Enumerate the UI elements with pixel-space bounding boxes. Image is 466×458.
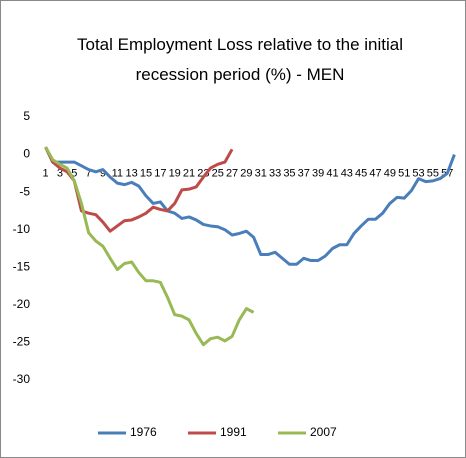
series-line	[44, 146, 456, 266]
x-tick-label: 35	[283, 167, 295, 179]
x-tick-label: 51	[398, 167, 410, 179]
x-tick-label: 39	[312, 167, 324, 179]
legend-label: 2007	[310, 425, 337, 439]
x-tick-label: 5	[71, 167, 77, 179]
x-tick-label: 33	[269, 167, 281, 179]
series-line	[44, 146, 234, 233]
x-tick-label: 55	[427, 167, 439, 179]
x-tick-label: 27	[226, 167, 238, 179]
x-tick-label: 9	[100, 167, 106, 179]
x-tick-label: 45	[355, 167, 367, 179]
x-tick-label: 29	[240, 167, 252, 179]
x-tick-label: 31	[255, 167, 267, 179]
x-tick-label: 11	[112, 167, 123, 179]
x-tick-label: 49	[384, 167, 396, 179]
x-tick-label: 41	[326, 167, 338, 179]
x-tick-label: 13	[126, 167, 138, 179]
y-tick-label: -30	[13, 372, 31, 386]
legend-label: 1976	[130, 425, 157, 439]
y-tick-label: 0	[23, 147, 30, 161]
x-tick-label: 19	[169, 167, 181, 179]
x-tick-label: 15	[140, 167, 152, 179]
x-tick-label: 25	[212, 167, 224, 179]
y-tick-label: 5	[23, 109, 30, 123]
x-tick-label: 7	[86, 167, 92, 179]
y-tick-label: -20	[13, 297, 31, 311]
series-line	[44, 146, 255, 347]
y-tick-label: -25	[13, 335, 31, 349]
y-tick-label: -10	[13, 222, 31, 236]
y-tick-label: -15	[13, 259, 31, 273]
x-tick-label: 1	[43, 167, 49, 179]
chart-title: Total Employment Loss relative to the in…	[77, 35, 403, 84]
x-tick-label: 21	[183, 167, 195, 179]
x-tick-label: 17	[154, 167, 166, 179]
legend-label: 1991	[220, 425, 247, 439]
x-tick-label: 37	[298, 167, 310, 179]
x-tick-label: 43	[341, 167, 353, 179]
x-tick-label: 3	[57, 167, 63, 179]
x-tick-label: 23	[197, 167, 209, 179]
x-tick-label: 53	[412, 167, 424, 179]
y-tick-label: -5	[19, 184, 30, 198]
x-tick-label: 47	[369, 167, 381, 179]
